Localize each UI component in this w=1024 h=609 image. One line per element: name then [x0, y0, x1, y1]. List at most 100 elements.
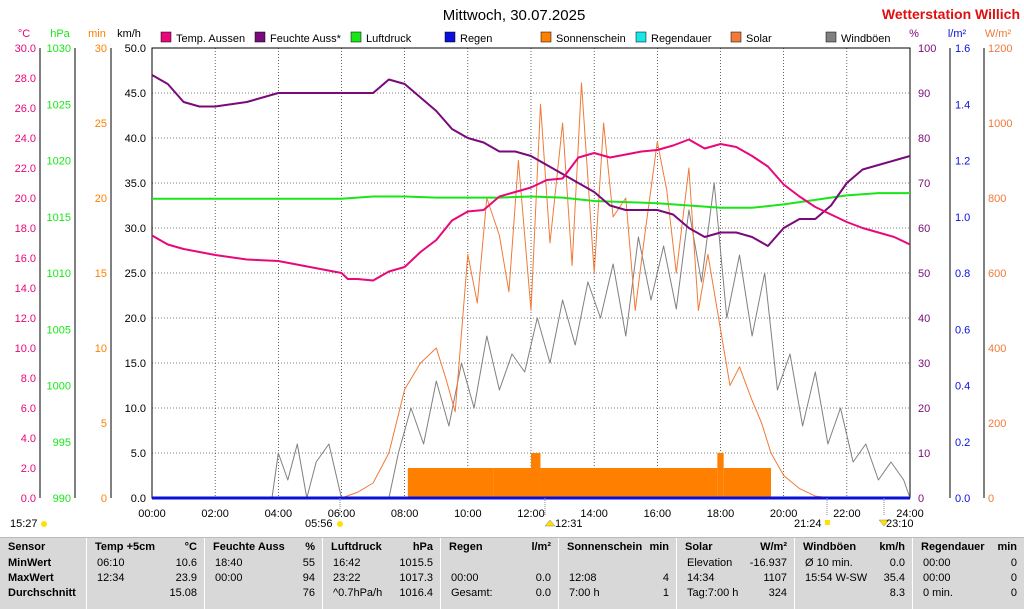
- legend-swatch: [160, 31, 172, 43]
- summary-column-sun: Sonnenschein min 12:08 4 7:00 h 1: [558, 538, 677, 609]
- summary-press-value: 1016.4: [399, 587, 433, 599]
- summary-press-time: ^0.7hPa/h: [333, 587, 383, 599]
- legend-label: Regendauer: [651, 33, 712, 45]
- moonset-icon: [878, 519, 890, 527]
- wind-tick-label: 5.0: [131, 448, 146, 460]
- sunshine-tick-label: 25: [95, 118, 107, 130]
- solar-noon-time: 12:31: [555, 518, 583, 530]
- summary-press-time: 23:22: [333, 572, 361, 584]
- solar-tick-label: 400: [988, 343, 1006, 355]
- summary-header-wind: Windböen: [803, 541, 857, 553]
- sunshine-tick-label: 10: [95, 343, 107, 355]
- summary-column-press: Luftdruck hPa 16:42 1015.5 23:22 1017.3 ^0.7hP…: [322, 538, 441, 609]
- summary-header-rain: Regen: [449, 541, 483, 553]
- summary-unit-rain: l/m²: [531, 541, 551, 553]
- sunshine-bar: [540, 468, 718, 498]
- time-tick-label: 18:00: [707, 508, 735, 520]
- summary-solar-value: 324: [768, 587, 787, 599]
- wind-tick-label: 30.0: [125, 223, 146, 235]
- temp-tick-label: 6.0: [21, 403, 36, 415]
- summary-header-sun: Sonnenschein: [567, 541, 643, 553]
- wind-unit-label: km/h: [117, 28, 141, 40]
- summary-column-solar: Solar W/m² Elevation -16.937 14:34 1107 Tag:7:…: [676, 538, 795, 609]
- summary-row-label: MinWert: [8, 557, 52, 569]
- rain-tick-label: 1.6: [955, 43, 970, 55]
- sunshine-bar: [723, 468, 772, 498]
- temp-tick-label: 2.0: [21, 463, 36, 475]
- summary-header-hum: Feuchte Auss: [213, 541, 285, 553]
- moonrise-time: 15:27: [10, 518, 38, 530]
- summary-hum-value: 55: [302, 557, 315, 569]
- legend-label: Windböen: [841, 33, 891, 45]
- sunset-time: 21:24: [794, 518, 822, 530]
- time-axis: 00:00 02:00 04:00 06:00 08:00 10:00 12:00 14:00…: [138, 508, 924, 520]
- rain-tick-label: 1.4: [955, 99, 970, 111]
- sunshine-tick-label: 15: [95, 268, 107, 280]
- sunshine-tick-label: 5: [101, 418, 107, 430]
- summary-unit-solar: W/m²: [760, 541, 787, 553]
- chart-grid: [151, 47, 911, 499]
- summary-header-press: Luftdruck: [331, 541, 382, 553]
- summary-unit-hum: %: [305, 541, 315, 553]
- humidity-tick-label: 40: [918, 313, 930, 325]
- summary-unit-press: hPa: [412, 541, 433, 553]
- summary-solar-value: -16.937: [749, 557, 787, 569]
- legend-swatch: [540, 31, 552, 43]
- temp-tick-label: 16.0: [15, 253, 36, 265]
- summary-rdur-time: 0 min.: [923, 587, 953, 599]
- legend-label: Temp. Aussen: [176, 33, 245, 45]
- summary-row-label: MaxWert: [8, 572, 54, 584]
- solar-tick-label: 1200: [988, 43, 1012, 55]
- moonset-time: 23:10: [886, 518, 914, 530]
- chart-series: [151, 74, 911, 500]
- summary-rdur-value: 0: [1010, 587, 1017, 599]
- temp-tick-label: 28.0: [15, 73, 36, 85]
- rain-unit-label: l/m²: [948, 28, 967, 40]
- summary-column-hum: Feuchte Auss% 18:40 55 00:00 94 76: [204, 538, 323, 609]
- solar-line: [341, 82, 832, 499]
- wind-tick-label: 0.0: [131, 493, 146, 505]
- summary-rain-value: 0.0: [535, 587, 551, 599]
- right-axes: 1009080706050403020100%1.61.41.21.00.80.…: [909, 28, 1012, 505]
- temp-tick-label: 18.0: [15, 223, 36, 235]
- summary-unit-temp: °C: [184, 541, 197, 553]
- rain-tick-label: 0.0: [955, 493, 970, 505]
- sun-moon-markers: 15:27 05:56 12:31 21:24 23:10: [10, 498, 914, 530]
- summary-rain-time: Gesamt:: [451, 587, 493, 599]
- solar-noon-icon: [544, 519, 556, 527]
- legend-swatch: [254, 31, 266, 43]
- summary-wind-value: 35.4: [883, 572, 905, 584]
- pressure-tick-label: 1025: [47, 99, 71, 111]
- summary-table: Sensor MinWert MaxWert Durchschnitt Temp +5c…: [0, 537, 1024, 609]
- summary-wind-value: 8.3: [889, 587, 905, 599]
- rain-tick-label: 1.0: [955, 212, 970, 224]
- summary-header-temp: Temp +5cm: [95, 541, 156, 553]
- temperature-line: [151, 138, 911, 282]
- sunrise-time: 05:56: [305, 518, 333, 530]
- rain-tick-label: 0.8: [955, 268, 970, 280]
- summary-rain-value: 0.0: [535, 572, 551, 584]
- time-tick-label: 20:00: [770, 508, 798, 520]
- time-tick-label: 24:00: [896, 508, 924, 520]
- chart-title: Mittwoch, 30.07.2025: [443, 7, 586, 24]
- pressure-tick-label: 1015: [47, 212, 71, 224]
- solar-tick-label: 0: [988, 493, 994, 505]
- solar-tick-label: 200: [988, 418, 1006, 430]
- humidity-tick-label: 30: [918, 358, 930, 370]
- time-tick-label: 12:00: [517, 508, 545, 520]
- time-tick-label: 04:00: [265, 508, 293, 520]
- moonrise-icon: [41, 521, 47, 527]
- summary-wind-time: Ø 10 min.: [805, 557, 853, 569]
- wind-tick-label: 15.0: [125, 358, 146, 370]
- station-name: Wetterstation Willich: [882, 6, 1020, 22]
- pressure-unit-label: hPa: [50, 28, 70, 40]
- humidity-tick-label: 0: [918, 493, 924, 505]
- summary-press-value: 1017.3: [399, 572, 433, 584]
- temp-tick-label: 14.0: [15, 283, 36, 295]
- summary-rdur-value: 0: [1010, 557, 1017, 569]
- legend-label: Solar: [746, 33, 772, 45]
- time-tick-label: 08:00: [391, 508, 419, 520]
- summary-solar-time: Elevation: [687, 557, 733, 569]
- sunshine-tick-label: 0: [101, 493, 107, 505]
- temp-tick-label: 0.0: [21, 493, 36, 505]
